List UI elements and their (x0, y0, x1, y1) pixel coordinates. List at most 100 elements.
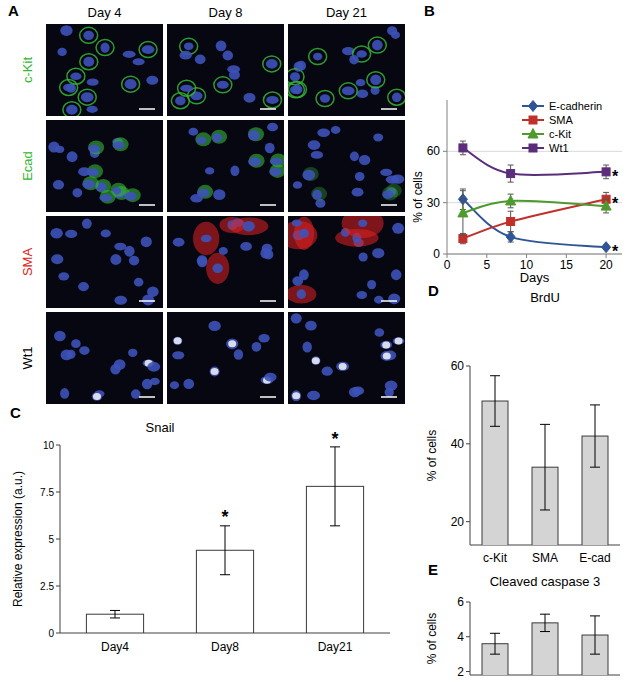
nucleus (380, 341, 392, 349)
error-cap (508, 207, 514, 208)
scale-bar (139, 396, 155, 398)
tick-label: 10 (43, 440, 55, 451)
nucleus (57, 48, 66, 56)
stain (211, 368, 219, 375)
nucleus (266, 59, 278, 69)
error-cap (490, 654, 500, 655)
legend-label: E-cadherin (549, 100, 602, 112)
nucleus (53, 180, 64, 190)
nucleus (372, 248, 384, 258)
stain (125, 188, 141, 202)
nucleus (141, 236, 152, 247)
error-stem (545, 614, 546, 631)
nucleus (142, 379, 152, 389)
marker (459, 235, 467, 243)
column-header: Day 4 (88, 5, 122, 20)
stain (214, 77, 232, 93)
error-stem (545, 424, 546, 510)
image-content (170, 321, 277, 397)
stain (96, 40, 114, 56)
scale-bar (381, 204, 397, 206)
stain (229, 217, 268, 235)
legend-label: c-Kit (549, 128, 571, 140)
nucleus (385, 388, 394, 398)
micrograph (167, 216, 284, 308)
row-label: c-Kit (20, 57, 35, 83)
micrograph (167, 312, 284, 404)
image-background (167, 216, 284, 308)
nucleus (243, 221, 255, 232)
nucleus (305, 321, 317, 331)
series-line (463, 199, 606, 247)
legend-marker (528, 129, 538, 139)
tick (56, 492, 60, 493)
nucleus (173, 337, 182, 345)
nucleus (258, 334, 269, 342)
plot-area (482, 376, 608, 545)
stain (383, 352, 391, 359)
image-content (291, 313, 405, 401)
nucleus (87, 78, 99, 85)
error-cap (603, 165, 609, 166)
nucleus (352, 386, 364, 395)
stain (339, 363, 347, 370)
nucleus (311, 356, 320, 365)
micrograph (288, 120, 405, 212)
nucleus (336, 362, 349, 371)
stain (288, 81, 306, 97)
image-content (50, 218, 158, 305)
error-cap (540, 424, 550, 425)
error-bar (540, 614, 550, 631)
nucleus (60, 388, 69, 399)
nucleus (226, 339, 238, 350)
nucleus (234, 349, 243, 360)
nucleus (190, 91, 202, 100)
nucleus (331, 126, 341, 134)
nucleus (355, 172, 365, 181)
nucleus (359, 253, 368, 262)
nucleus (82, 218, 92, 228)
category-label: c-Kit (483, 551, 508, 565)
nucleus (267, 123, 278, 132)
nucleus (322, 367, 333, 376)
grid-line (447, 254, 622, 255)
row-label: SMA (20, 248, 35, 277)
error-cap (603, 192, 609, 193)
error-cap (508, 211, 514, 212)
nucleus (388, 294, 400, 305)
error-cap (540, 614, 550, 615)
nucleus (66, 105, 78, 115)
marker (506, 231, 515, 242)
stain (63, 102, 81, 116)
scale-bar (260, 108, 276, 110)
tick (466, 636, 470, 637)
plot-area (458, 141, 611, 253)
tick-label: 2.5 (40, 581, 54, 592)
scale-bar (381, 300, 397, 302)
figure: ADay 4Day 8Day 21c-KitEcadSMAWt1B0306005… (0, 0, 630, 684)
plot-area (86, 447, 363, 633)
nucleus (54, 331, 66, 341)
column-header: Day 21 (326, 5, 367, 20)
nucleus (293, 181, 302, 188)
nucleus (373, 133, 383, 141)
stain (339, 83, 357, 99)
legend-label: SMA (549, 114, 574, 126)
error-bar (460, 141, 466, 155)
nucleus (70, 73, 81, 80)
error-stem (495, 633, 496, 654)
tick (466, 521, 470, 522)
nucleus (129, 256, 139, 266)
error-cap (508, 231, 514, 232)
image-content (173, 217, 276, 301)
stain (93, 393, 101, 400)
nucleus (92, 392, 102, 401)
nucleus (188, 128, 198, 136)
series-line (463, 199, 606, 238)
stain (122, 76, 140, 92)
nucleus (114, 243, 126, 251)
nucleus (87, 106, 98, 113)
image-panel: ADay 4Day 8Day 21c-KitEcadSMAWt1 (8, 2, 406, 404)
nucleus (375, 328, 385, 337)
nucleus (78, 167, 90, 176)
